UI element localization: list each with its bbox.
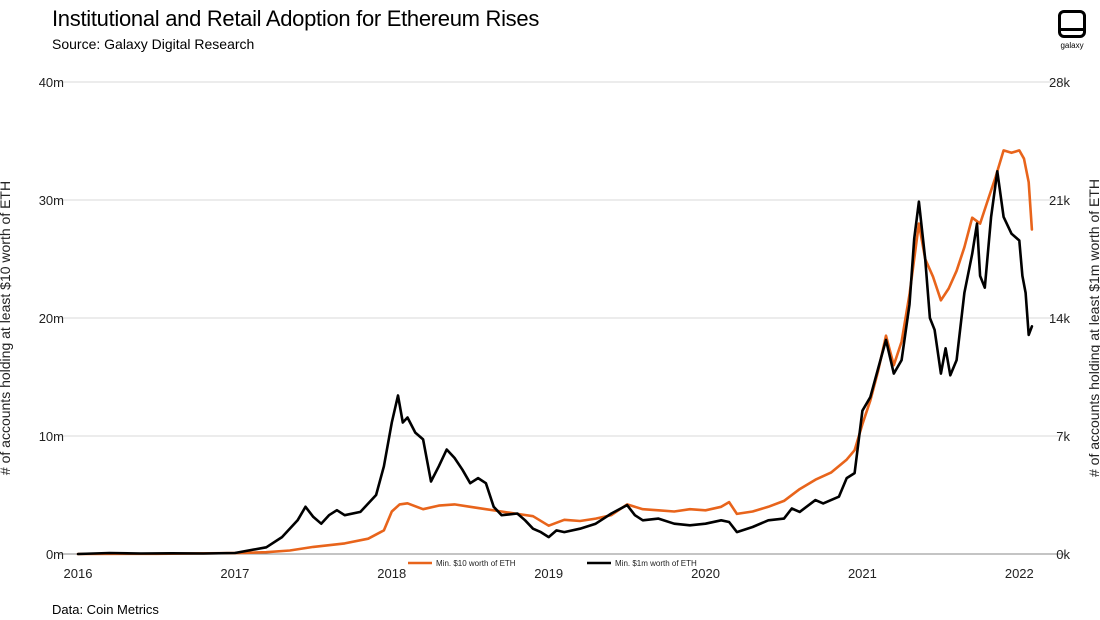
y-axis-left: 0m 10m 20m 30m 40m [39,75,64,562]
logo-text: galaxy [1060,41,1084,50]
y2-tick-label: 21k [1049,193,1070,208]
legend: Min. $10 worth of ETH Min. $1m worth of E… [408,559,697,568]
grid-lines [58,81,1065,555]
x-tick-label: 2017 [220,566,249,581]
x-axis: 2016 2017 2018 2019 2020 2021 2022 [64,566,1034,581]
x-tick-label: 2020 [691,566,720,581]
galaxy-logo: galaxy [1052,10,1092,50]
y2-tick-label: 0k [1056,547,1070,562]
y2-tick-label: 7k [1056,429,1070,444]
series-line-min-10 [76,149,1034,556]
chart-title: Institutional and Retail Adoption for Et… [52,6,540,31]
x-tick-label: 2018 [377,566,406,581]
y2-tick-label: 14k [1049,311,1070,326]
x-tick-label: 2022 [1005,566,1034,581]
y2-tick-label: 28k [1049,75,1070,90]
y-axis-right-title: # of accounts holding at least $1m worth… [1086,179,1100,477]
y-tick-label: 10m [39,429,64,444]
data-source-note: Data: Coin Metrics [52,602,159,617]
y-tick-label: 20m [39,311,64,326]
x-tick-label: 2021 [848,566,877,581]
y-tick-label: 0m [46,547,64,562]
y-axis-left-title: # of accounts holding at least $10 worth… [0,181,13,475]
legend-label: Min. $1m worth of ETH [615,559,697,568]
y-tick-label: 40m [39,75,64,90]
legend-label: Min. $10 worth of ETH [436,559,516,568]
galaxy-logo-icon [1058,10,1086,38]
series-line-min-1m [76,170,1034,556]
chart-subtitle: Source: Galaxy Digital Research [52,36,255,52]
x-tick-label: 2019 [534,566,563,581]
y-tick-label: 30m [39,193,64,208]
x-tick-label: 2016 [64,566,93,581]
series-lines [76,149,1034,556]
y-axis-right: 0k 7k 14k 21k 28k [1049,75,1070,562]
